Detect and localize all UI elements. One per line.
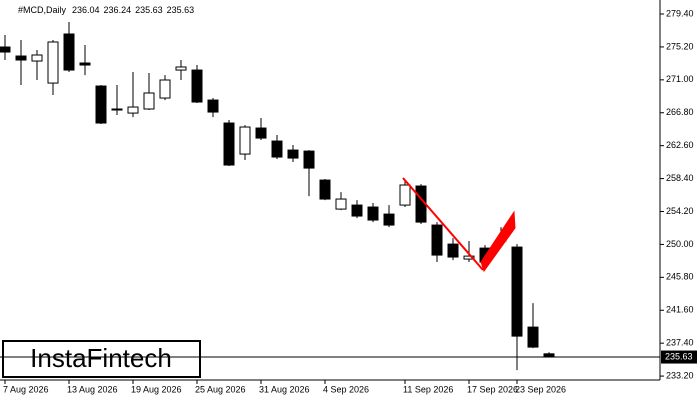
- y-tick-label: 241.60: [666, 305, 694, 315]
- x-tick-label: 4 Sep 2026: [323, 384, 369, 394]
- flag-pattern: [402, 177, 516, 273]
- candle-body: [207, 99, 219, 113]
- last-price-box: [661, 350, 697, 364]
- ohlc-close: 235.63: [167, 5, 195, 15]
- flag: [480, 210, 516, 273]
- candle-body: [223, 122, 235, 166]
- candle-body: [191, 69, 203, 103]
- candle-body: [463, 255, 475, 260]
- candle-body: [79, 62, 91, 66]
- candle-body: [271, 140, 283, 158]
- candle-body: [31, 54, 43, 62]
- x-tick-label: 7 Aug 2026: [3, 384, 49, 394]
- candle-body: [143, 92, 155, 110]
- candle-body: [47, 41, 59, 84]
- y-tick-label: 245.80: [666, 272, 694, 282]
- candle-body: [111, 108, 123, 111]
- header: #MCD,Daily 236.04 236.24 235.63 235.63: [18, 5, 194, 15]
- last-price-label: 235.63: [665, 351, 693, 361]
- candle-body: [303, 150, 315, 169]
- logo-box: [2, 340, 201, 378]
- ohlc-low: 235.63: [135, 5, 163, 15]
- candle-body: [383, 213, 395, 226]
- candle-body: [367, 206, 379, 221]
- candle-body: [511, 246, 523, 337]
- candle-body: [335, 198, 347, 210]
- x-tick-label: 19 Aug 2026: [131, 384, 182, 394]
- y-tick-label: 271.00: [666, 74, 694, 84]
- candle-body: [175, 66, 187, 71]
- candle-body: [319, 179, 331, 200]
- x-tick-label: 11 Sep 2026: [403, 384, 453, 394]
- ohlc-high: 236.24: [104, 5, 132, 15]
- x-tick-label: 13 Aug 2026: [67, 384, 118, 394]
- candle-body: [447, 243, 459, 258]
- plot: 279.40 275.20 271.00 266.80 262.60 258.40 254.…: [0, 8, 694, 394]
- y-tick-label: 258.40: [666, 173, 694, 183]
- y-tick-label: 254.20: [666, 206, 694, 216]
- candle-body: [15, 55, 27, 61]
- x-tick-label: 31 Aug 2026: [259, 384, 310, 394]
- candle-body: [399, 184, 411, 206]
- y-tick-label: 262.60: [666, 140, 694, 150]
- candle-body: [255, 127, 267, 139]
- candle-body: [95, 85, 107, 124]
- flag-pole: [402, 177, 484, 271]
- candle-body: [63, 33, 75, 71]
- y-tick-label: 279.40: [666, 8, 694, 18]
- logo: InstaFintech: [2, 340, 201, 378]
- x-tick-label: 17 Sep 2026: [467, 384, 518, 394]
- x-tick-label: 25 Aug 2026: [195, 384, 246, 394]
- y-tick-label: 275.20: [666, 41, 694, 51]
- candle-body: [527, 326, 539, 348]
- candle-body: [431, 224, 443, 256]
- candle-body: [239, 126, 251, 155]
- logo-text: InstaFintech: [30, 343, 172, 373]
- candle-body: [159, 79, 171, 99]
- y-tick-label: 250.00: [666, 239, 694, 249]
- y-tick-label: 237.40: [666, 338, 694, 348]
- y-tick-label: 266.80: [666, 107, 694, 117]
- symbol: #MCD,Daily: [18, 5, 67, 15]
- y-tick-label: 233.20: [666, 370, 694, 380]
- ohlc-open: 236.04: [72, 5, 100, 15]
- candle-body: [127, 106, 139, 114]
- candle-body: [351, 204, 363, 217]
- candle-body: [0, 46, 11, 53]
- candle-body: [287, 149, 299, 159]
- x-tick-label: 23 Sep 2026: [515, 384, 566, 394]
